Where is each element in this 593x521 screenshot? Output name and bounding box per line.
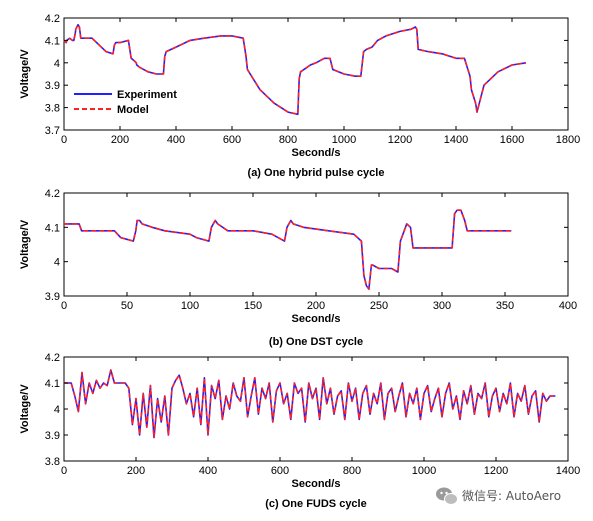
x-tick-label: 0 (61, 134, 67, 146)
x-tick-label: 400 (199, 465, 217, 477)
x-axis-label: Second/s (292, 147, 341, 159)
wechat-bubble-small (444, 493, 458, 505)
x-axis-label: Second/s (292, 478, 341, 490)
y-axis-label: Voltage/V (19, 219, 31, 269)
wechat-eye-right (445, 491, 448, 495)
y-tick-label: 4 (54, 404, 60, 416)
y-tick-label: 3.9 (45, 430, 60, 442)
x-tick-label: 300 (433, 300, 451, 312)
panel-caption: (a) One hybrid pulse cycle (248, 167, 385, 179)
x-tick-label: 400 (559, 300, 577, 312)
x-tick-label: 600 (271, 465, 289, 477)
x-tick-label: 1400 (556, 465, 580, 477)
x-tick-label: 1400 (444, 134, 468, 146)
x-tick-label: 1000 (412, 465, 436, 477)
x-tick-label: 100 (181, 300, 199, 312)
x-tick-label: 200 (111, 134, 129, 146)
y-tick-label: 3.9 (45, 291, 60, 303)
y-tick-label: 4.1 (45, 378, 60, 390)
y-tick-label: 3.9 (45, 80, 60, 92)
x-tick-label: 1800 (556, 134, 580, 146)
x-tick-label: 1600 (500, 134, 524, 146)
panel-caption: (c) One FUDS cycle (265, 498, 366, 510)
x-tick-label: 200 (307, 300, 325, 312)
wechat-icon (436, 487, 458, 505)
series-line-model (63, 23, 527, 116)
y-tick-label: 3.8 (45, 103, 60, 115)
y-tick-label: 4.2 (45, 352, 60, 364)
y-axis-label: Voltage/V (19, 384, 31, 434)
wechat-eye-left (440, 491, 443, 495)
x-tick-label: 800 (343, 465, 361, 477)
y-tick-label: 3.7 (45, 125, 60, 137)
chart-panel-3: 0 200 400 600 800 1000 1200 1400 3.8 3.9 4 4.1 4.2 Se… (19, 352, 580, 510)
y-tick-label: 4.2 (45, 188, 60, 200)
x-tick-label: 1000 (332, 134, 356, 146)
y-tick-label: 4.1 (45, 222, 60, 234)
x-tick-label: 1200 (388, 134, 412, 146)
x-tick-label: 50 (121, 300, 133, 312)
plot-frame (63, 192, 569, 297)
x-tick-label: 1200 (484, 465, 508, 477)
y-tick-label: 4 (54, 58, 60, 70)
y-tick-label: 4.1 (45, 35, 60, 47)
legend: Experiment Model (70, 86, 194, 116)
x-tick-label: 800 (279, 134, 297, 146)
series-line-model (64, 369, 556, 439)
watermark: 微信号: AutoAero (436, 487, 561, 505)
panel-caption: (b) One DST cycle (269, 336, 363, 348)
legend-label-experiment: Experiment (117, 89, 177, 101)
x-tick-label: 0 (61, 300, 67, 312)
x-tick-label: 200 (127, 465, 145, 477)
chart-panel-2: 0 50 100 150 200 250 300 350 400 3.9 4 4.1 4.2 Second… (19, 188, 577, 348)
watermark-text: 微信号: AutoAero (462, 489, 561, 503)
plot-frame (63, 356, 569, 462)
x-tick-label: 600 (223, 134, 241, 146)
legend-label-model: Model (117, 104, 149, 116)
y-tick-label: 4 (54, 257, 60, 269)
x-tick-label: 350 (496, 300, 514, 312)
y-axis-label: Voltage/V (19, 49, 31, 99)
x-tick-label: 400 (167, 134, 185, 146)
y-tick-label: 4.2 (45, 13, 60, 25)
x-tick-label: 150 (244, 300, 262, 312)
series-line-model (64, 209, 512, 290)
legend-box (70, 86, 194, 116)
x-axis-label: Second/s (292, 313, 341, 325)
y-tick-label: 3.8 (45, 456, 60, 468)
x-tick-label: 250 (370, 300, 388, 312)
x-tick-label: 0 (61, 465, 67, 477)
chart-panel-1: 0 200 400 600 800 1000 1200 1400 1600 1800 3.7 3.8 3… (19, 13, 580, 179)
